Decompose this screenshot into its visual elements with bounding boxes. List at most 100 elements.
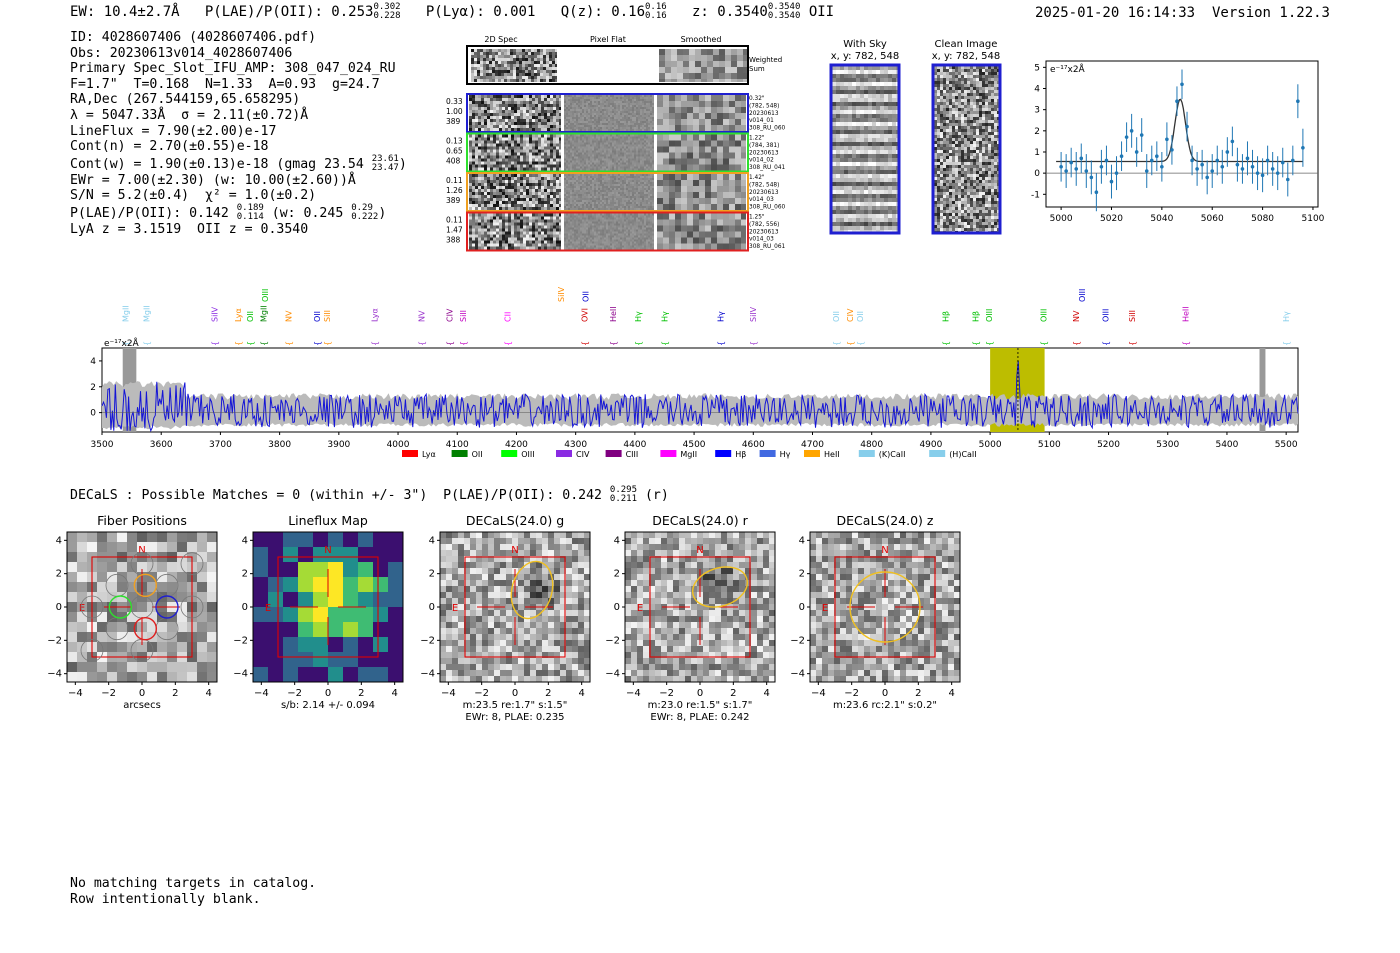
panel-y-tick: −2 xyxy=(790,635,805,646)
fiber-circle xyxy=(180,552,204,576)
zoom-data-point xyxy=(1114,171,1119,175)
zoom-data-point xyxy=(1074,167,1079,171)
info-contn: Cont(n) = 2.70(±0.55)e-18 xyxy=(70,139,269,155)
info-obs: Obs: 20230613v014_4028607406 xyxy=(70,45,293,61)
with-sky-image xyxy=(832,66,900,234)
panel-x-tick: −4 xyxy=(441,688,456,699)
panel-y-tick: −2 xyxy=(605,635,620,646)
spectrum-x-tick: 4600 xyxy=(742,440,765,450)
zoom-data-point xyxy=(1124,135,1129,139)
spectral-line-label: HeII xyxy=(609,306,618,322)
spectral-line-marker: { xyxy=(210,341,219,346)
z-value: z: 0.3540 xyxy=(692,4,768,20)
spectral-line-label: OII xyxy=(856,311,865,322)
spectral-line-label: SiIV xyxy=(210,306,219,322)
legend-swatch xyxy=(858,450,875,457)
plae-value: P(LAE)/P(OII): 0.253 xyxy=(204,4,374,20)
weighted-sum-text-2: Sum xyxy=(749,65,765,73)
zoom-data-point xyxy=(1064,169,1068,173)
spectral-line-label: MgII xyxy=(122,305,131,322)
panel-title: Lineflux Map xyxy=(288,513,368,528)
zoom-data-point xyxy=(1175,99,1179,104)
row-detail: 20230613 xyxy=(749,150,779,156)
panel-x-tick: 0 xyxy=(512,688,518,699)
zoom-data-point xyxy=(1104,158,1109,163)
zoom-data-point xyxy=(1170,148,1174,152)
panel-x-tick: −2 xyxy=(287,688,302,699)
zoom-data-point xyxy=(1185,124,1189,129)
row-detail: 20230613 xyxy=(749,111,779,117)
spectrum-x-tick: 4800 xyxy=(860,440,883,450)
row-weight: 1.47 xyxy=(446,226,463,235)
panel-x-tick: −4 xyxy=(626,688,641,699)
zoom-x-tick: 5060 xyxy=(1201,214,1224,224)
panel-x-tick: 4 xyxy=(205,688,211,699)
masked-region xyxy=(1259,348,1266,432)
row-weight: 388 xyxy=(446,236,461,245)
zoom-x-tick: 5040 xyxy=(1150,214,1173,224)
panel-caption-2: EWr: 8, PLAE: 0.242 xyxy=(650,712,749,723)
zoom-data-point xyxy=(1220,164,1225,169)
spectrum-x-tick: 4200 xyxy=(505,440,528,450)
info-lambda: λ = 5047.33Å σ = 2.11(±0.72)Å xyxy=(70,107,309,123)
info-plae-w: (w: 0.245 xyxy=(271,205,344,221)
imaging-panel: Fiber Positions N E −4 −2 0 2 4 4 2 0 −2 −4 arcsecs xyxy=(47,513,218,711)
row-detail: 308_RU_041 xyxy=(749,165,786,171)
fiber-circle-selected xyxy=(133,573,158,598)
info-id: ID: 4028607406 (4028607406.pdf) xyxy=(70,30,317,45)
spectral-line-marker: { xyxy=(1181,341,1190,346)
zoom-y-tick: 4 xyxy=(1034,85,1040,95)
zoom-data-point xyxy=(1059,164,1063,169)
spectral-line-label-upper: SiIV xyxy=(557,286,566,302)
legend-label: OII xyxy=(472,450,483,459)
spectral-line-marker: { xyxy=(1072,341,1081,346)
panel-x-tick: 4 xyxy=(578,688,584,699)
zoom-data-point xyxy=(1245,156,1250,161)
panel-y-tick: −4 xyxy=(420,669,435,680)
flux-line xyxy=(101,360,1299,433)
panel-title: DECaLS(24.0) r xyxy=(652,513,748,528)
spectral-line-label: CII xyxy=(504,312,513,322)
qz-value: Q(z): 0.16 xyxy=(560,4,646,20)
panel-caption: m:23.5 re:1.7" s:1.5" xyxy=(463,700,568,711)
zoom-data-point xyxy=(1205,175,1209,180)
clean-xy: x, y: 782, 548 xyxy=(932,51,1001,62)
footer-notes: No matching targets in catalog. Row inte… xyxy=(70,876,316,907)
row-weight: 0.65 xyxy=(446,147,463,156)
compass-east: E xyxy=(79,603,85,614)
imaging-panel: DECaLS(24.0) z N E −4 −2 0 2 4 4 2 0 −2 −4 m:23.6 rc:… xyxy=(790,513,961,711)
panel-y-tick: −4 xyxy=(605,669,620,680)
spectrum-x-tick: 4300 xyxy=(564,440,587,450)
spectral-line-label: MgII xyxy=(142,305,151,322)
spectrum-x-tick: 3900 xyxy=(327,440,350,450)
spectral-line-marker: { xyxy=(246,341,255,346)
panel-y-tick: 4 xyxy=(429,535,435,546)
aperture-box xyxy=(464,556,566,658)
panel-y-tick: 2 xyxy=(429,569,435,580)
aperture-box xyxy=(91,556,193,658)
with-sky-frame xyxy=(829,63,901,235)
spectral-line-label: Hγ xyxy=(660,311,669,322)
row-smooth-noise xyxy=(657,95,746,131)
spectral-line-label: MgII xyxy=(260,305,269,322)
spectral-line-marker: { xyxy=(418,341,427,346)
zoom-x-tick: 5100 xyxy=(1302,214,1325,224)
spectral-line-label: OVI xyxy=(581,308,590,322)
footer-line1: No matching targets in catalog. xyxy=(70,876,317,891)
row-weight: 0.11 xyxy=(446,176,463,185)
aperture-box xyxy=(277,556,379,658)
legend-swatch xyxy=(804,450,820,457)
panel-caption-2: EWr: 8, PLAE: 0.235 xyxy=(465,712,564,723)
timestamp: 2025-01-20 16:14:33 xyxy=(1034,5,1196,21)
row-flat-noise xyxy=(564,95,654,131)
zoom-y-tick: 3 xyxy=(1034,106,1040,116)
spectral-line-marker: { xyxy=(122,341,131,346)
zoom-data-point xyxy=(1079,156,1084,161)
panel-y-tick: 4 xyxy=(242,535,248,546)
spectrum-x-tick: 4500 xyxy=(683,440,706,450)
spectral-line-marker: { xyxy=(660,341,669,346)
zoom-x-ticks: 5000 5020 5040 5060 5080 5100 xyxy=(1050,207,1325,224)
legend-label: (H)CaII xyxy=(949,450,976,459)
zoom-data-point xyxy=(1069,160,1073,165)
zoom-y-ticks: 5 4 3 2 1 0 -1 xyxy=(1031,63,1046,200)
